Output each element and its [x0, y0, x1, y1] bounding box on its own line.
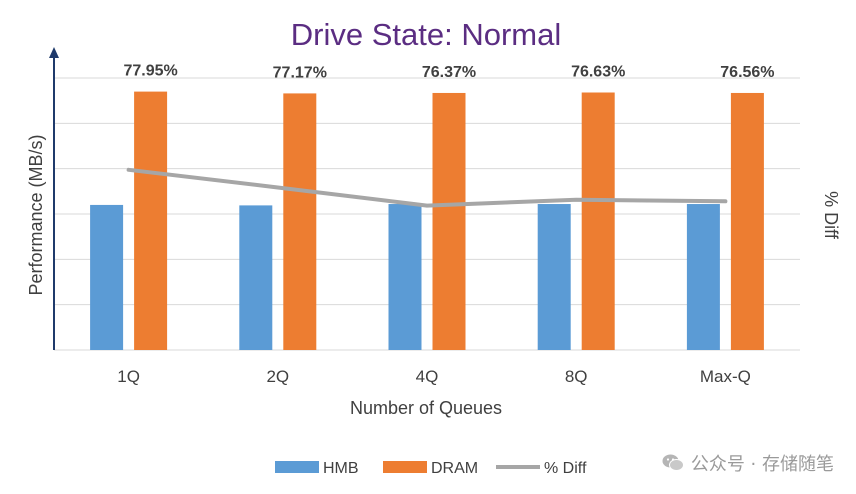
bars	[90, 91, 764, 351]
y2-axis-title: % Diff	[821, 191, 841, 240]
bar-dram-1q	[134, 91, 168, 350]
legend-swatch-hmb	[275, 461, 319, 473]
x-tick-2q: 2Q	[266, 367, 289, 386]
watermark: 公众号 · 存储随笔	[661, 450, 834, 476]
data-labels: 77.95% 77.17% 76.37% 76.63% 76.56%	[123, 63, 774, 82]
x-tick-max-q: Max-Q	[700, 367, 751, 386]
axes	[49, 47, 59, 350]
data-label-8q: 76.63%	[571, 64, 625, 81]
bar-dram-8q	[581, 92, 615, 351]
bar-dram-2q	[283, 93, 317, 350]
watermark-text: 公众号 · 存储随笔	[690, 454, 834, 475]
bar-hmb-2q	[239, 205, 273, 350]
diff-line	[126, 167, 728, 208]
data-label-4q: 76.37%	[422, 64, 476, 81]
legend-label-dram: DRAM	[431, 460, 478, 477]
data-label-2q: 77.17%	[273, 64, 327, 81]
y-axis-arrow	[49, 47, 59, 58]
legend-swatch-dram	[383, 461, 427, 473]
data-label-1q: 77.95%	[123, 63, 177, 80]
legend-label-hmb: HMB	[323, 460, 359, 477]
legend-label-diff: % Diff	[544, 460, 587, 477]
gridlines	[54, 77, 800, 351]
x-tick-4q: 4Q	[416, 367, 439, 386]
bar-hmb-4q	[388, 204, 422, 350]
x-axis-title: Number of Queues	[350, 398, 502, 418]
x-tick-1q: 1Q	[117, 367, 140, 386]
y-axis-title: Performance (MB/s)	[26, 134, 46, 295]
x-tick-labels: 1Q 2Q 4Q 8Q Max-Q	[117, 367, 751, 386]
diff-line-series	[126, 167, 728, 208]
data-label-max-q: 76.56%	[720, 64, 774, 81]
bar-dram-4q	[432, 92, 466, 351]
wechat-icon	[662, 454, 684, 471]
bar-dram-max-q	[730, 92, 764, 351]
chart-title: Drive State: Normal	[291, 17, 561, 52]
legend: HMB DRAM % Diff	[275, 460, 587, 477]
bar-hmb-8q	[537, 204, 571, 350]
bar-hmb-1q	[90, 204, 124, 350]
bar-hmb-max-q	[686, 204, 720, 350]
x-tick-8q: 8Q	[565, 367, 588, 386]
